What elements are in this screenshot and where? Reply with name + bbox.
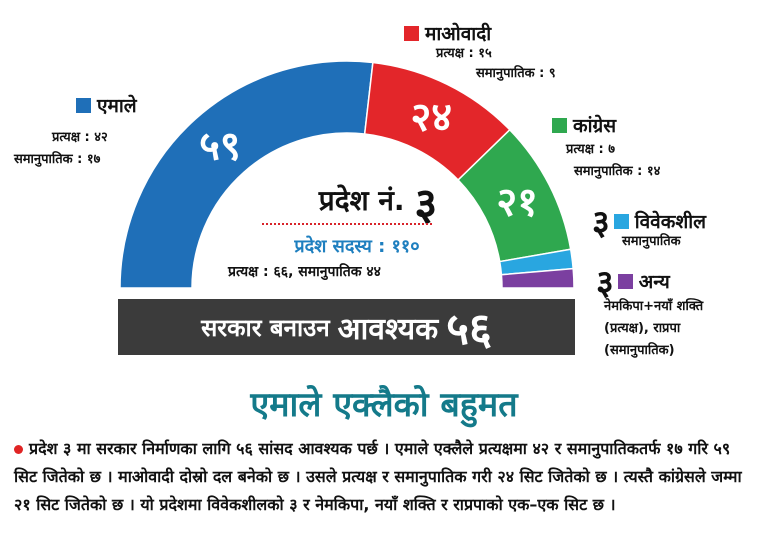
bullet-icon <box>14 445 23 454</box>
banner-text2: आवश्यक <box>337 311 439 347</box>
uml-name: एमाले <box>97 95 137 117</box>
uml-direct: प्रत्यक्ष : ४२ <box>52 130 108 145</box>
bibeksheel-swatch <box>613 213 629 229</box>
uml-swatch <box>76 97 91 113</box>
body-text: प्रदेश ३ मा सरकार निर्माणका लागि ५६ सांस… <box>14 439 742 514</box>
legend-bibeksheel: ३ विवेकशील <box>592 198 706 244</box>
arc-label-2: २१ <box>496 179 538 225</box>
arc-label-1: २४ <box>410 95 452 141</box>
arc-0 <box>119 60 374 289</box>
others-swatch <box>617 273 633 289</box>
majority-banner: सरकार बनाउन आवश्यक ५६ <box>118 299 575 355</box>
others-note: नेमकिपा+नयाँ शक्ति (प्रत्यक्ष), राप्रपा … <box>604 299 704 358</box>
congress-direct: प्रत्यक्ष : ७ <box>566 142 616 157</box>
banner-number: ५६ <box>446 304 492 355</box>
legend-maoist: माओवादी <box>404 20 491 46</box>
uml-proportional: समानुपातिक : १७ <box>14 152 101 167</box>
maoist-proportional: समानुपातिक : ९ <box>476 66 556 81</box>
bibeksheel-name: विवेकशील <box>634 211 707 233</box>
congress-proportional: समानुपातिक : १४ <box>574 164 661 179</box>
chart-title: प्रदेश नं. ३ <box>268 172 488 232</box>
maoist-direct: प्रत्यक्ष : १५ <box>436 46 492 61</box>
maoist-name: माओवादी <box>425 23 492 45</box>
bibeksheel-proportional: समानुपातिक <box>622 234 681 249</box>
legend-congress: कांग्रेस <box>552 112 616 138</box>
bibeksheel-seats: ३ <box>592 203 610 243</box>
legend-uml: एमाले <box>76 92 137 118</box>
body-paragraph: प्रदेश ३ मा सरकार निर्माणका लागि ५६ सांस… <box>14 435 758 519</box>
headline: एमाले एक्लैको बहुमत <box>250 385 518 425</box>
legend-others: ३ अन्य <box>596 258 670 304</box>
split-label: प्रत्यक्ष : ६६, समानुपातिक ४४ <box>228 264 381 280</box>
banner-text1: सरकार बनाउन <box>201 313 330 342</box>
members-label: प्रदेश सदस्य : ११० <box>294 236 420 257</box>
arc-label-0: ५९ <box>199 123 241 169</box>
title-number: ३ <box>414 179 438 230</box>
dotted-divider <box>262 223 432 225</box>
maoist-swatch <box>404 25 419 41</box>
title-prefix: प्रदेश नं. <box>318 184 405 217</box>
arc-4 <box>500 267 575 289</box>
congress-swatch <box>552 117 567 133</box>
congress-name: कांग्रेस <box>573 115 617 137</box>
others-seats: ३ <box>596 263 614 303</box>
others-name: अन्य <box>638 271 670 293</box>
